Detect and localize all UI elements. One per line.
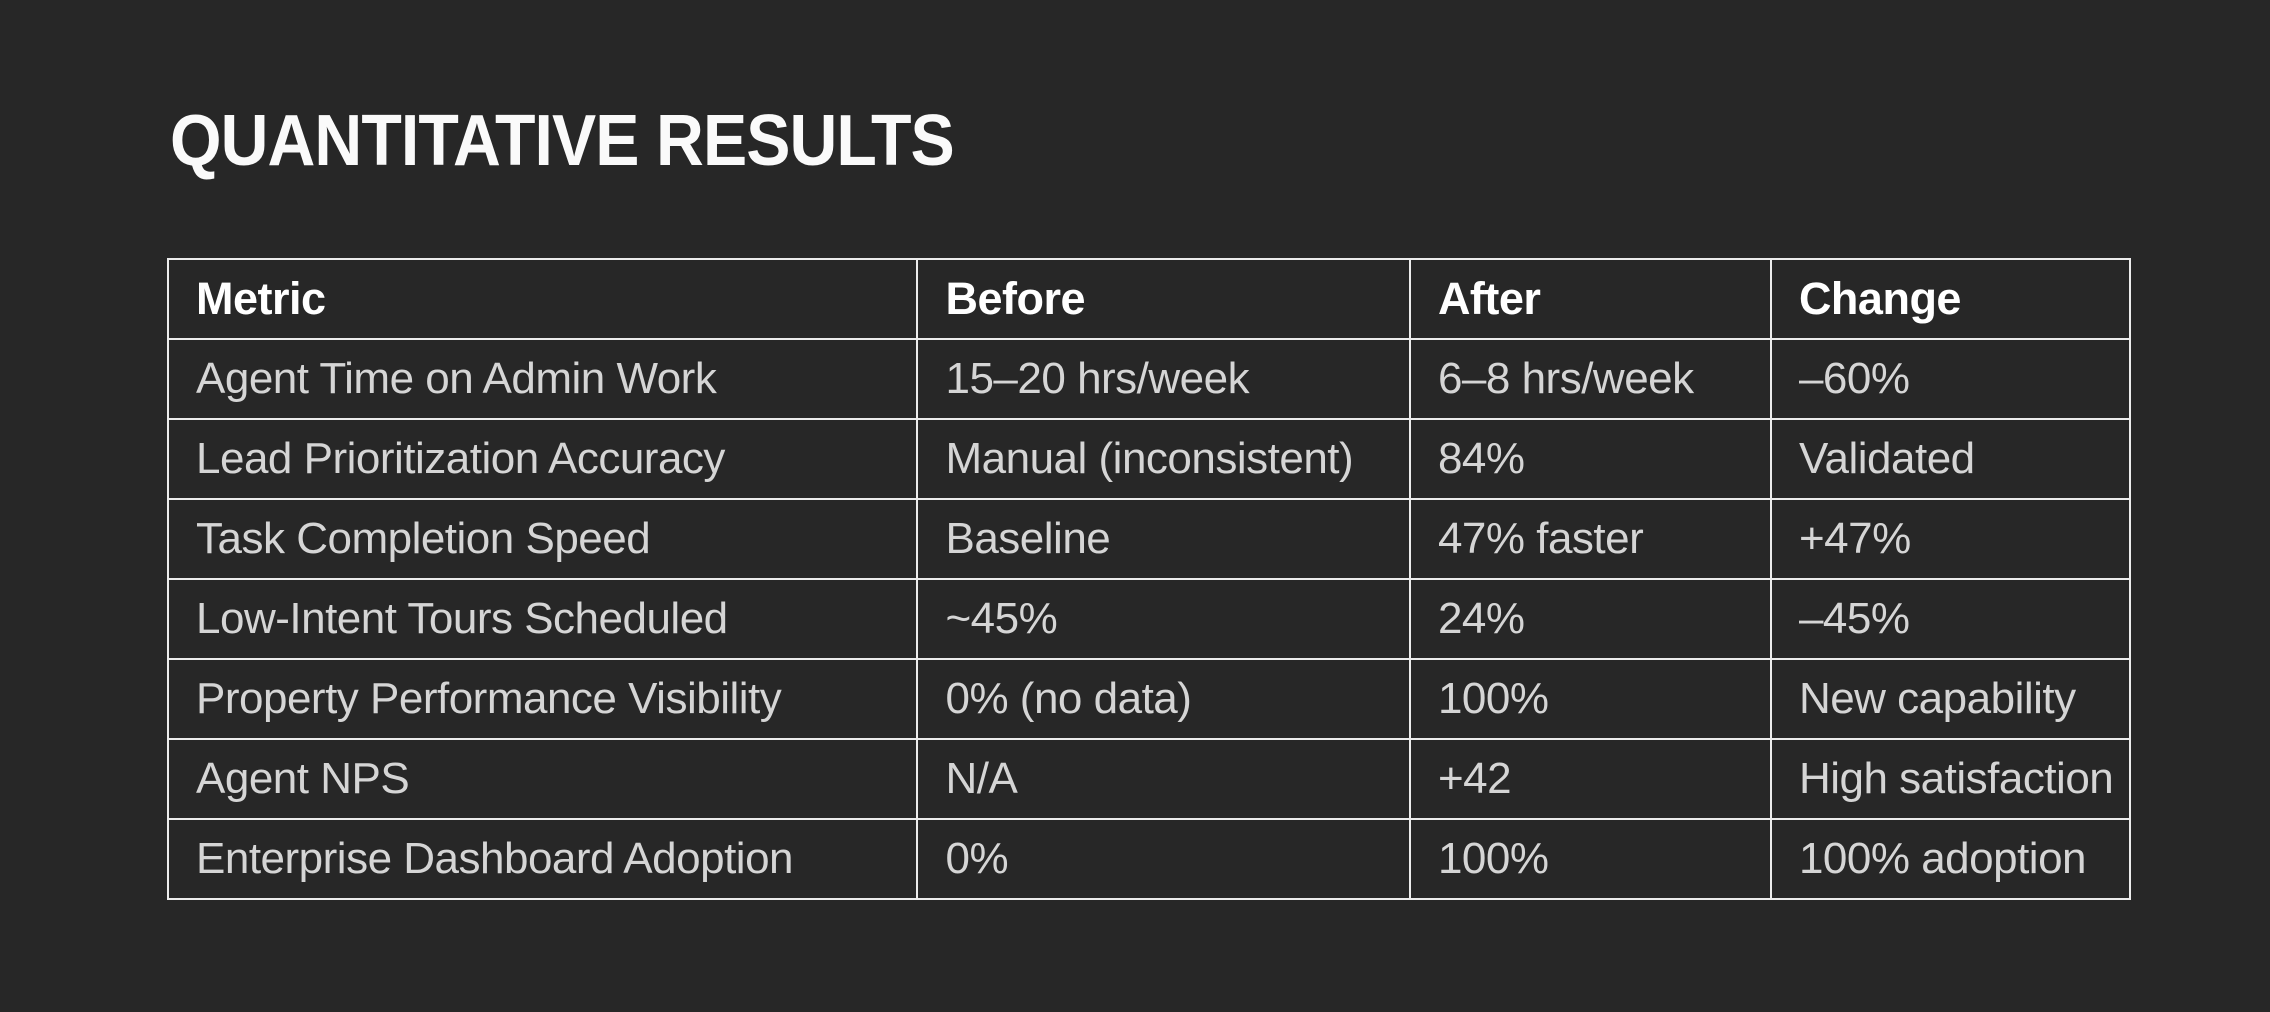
table-row: Agent Time on Admin Work 15–20 hrs/week … xyxy=(166,338,2132,420)
table-cell-after: 100% xyxy=(1408,658,1772,740)
table-cell-metric: Agent Time on Admin Work xyxy=(166,338,919,420)
table-cell-before: 0% xyxy=(916,818,1411,900)
table-cell-change: –45% xyxy=(1769,578,2132,660)
table-cell-change: –60% xyxy=(1769,338,2132,420)
table-cell-after: 84% xyxy=(1408,418,1772,500)
table-cell-before: Manual (inconsistent) xyxy=(916,418,1411,500)
table-cell-before: 0% (no data) xyxy=(916,658,1411,740)
column-header-change: Change xyxy=(1769,258,2132,340)
table-cell-metric: Agent NPS xyxy=(166,738,919,820)
table-row: Agent NPS N/A +42 High satisfaction xyxy=(166,738,2132,820)
table-cell-change: 100% adoption xyxy=(1769,818,2132,900)
table-row: Low-Intent Tours Scheduled ~45% 24% –45% xyxy=(166,578,2132,660)
column-header-after: After xyxy=(1408,258,1772,340)
table-cell-change: New capability xyxy=(1769,658,2132,740)
table-cell-change: +47% xyxy=(1769,498,2132,580)
table-cell-before: N/A xyxy=(916,738,1411,820)
table-cell-metric: Task Completion Speed xyxy=(166,498,919,580)
results-table: Metric Before After Change Agent Time on… xyxy=(166,258,2132,900)
table-cell-metric: Lead Prioritization Accuracy xyxy=(166,418,919,500)
table-row: Task Completion Speed Baseline 47% faste… xyxy=(166,498,2132,580)
table-cell-metric: Property Performance Visibility xyxy=(166,658,919,740)
table-cell-before: 15–20 hrs/week xyxy=(916,338,1411,420)
table-row: Lead Prioritization Accuracy Manual (inc… xyxy=(166,418,2132,500)
table-header-row: Metric Before After Change xyxy=(166,258,2132,340)
table-cell-change: High satisfaction xyxy=(1769,738,2132,820)
page-title: QUANTITATIVE RESULTS xyxy=(170,101,955,181)
table-cell-metric: Low-Intent Tours Scheduled xyxy=(166,578,919,660)
table-cell-after: 47% faster xyxy=(1408,498,1772,580)
table-cell-metric: Enterprise Dashboard Adoption xyxy=(166,818,919,900)
table-cell-after: 6–8 hrs/week xyxy=(1408,338,1772,420)
table-cell-change: Validated xyxy=(1769,418,2132,500)
table-row: Enterprise Dashboard Adoption 0% 100% 10… xyxy=(166,818,2132,900)
table-cell-after: 100% xyxy=(1408,818,1772,900)
table-cell-before: Baseline xyxy=(916,498,1411,580)
column-header-metric: Metric xyxy=(166,258,919,340)
table-cell-after: 24% xyxy=(1408,578,1772,660)
table-cell-before: ~45% xyxy=(916,578,1411,660)
column-header-before: Before xyxy=(916,258,1411,340)
table-row: Property Performance Visibility 0% (no d… xyxy=(166,658,2132,740)
table-cell-after: +42 xyxy=(1408,738,1772,820)
